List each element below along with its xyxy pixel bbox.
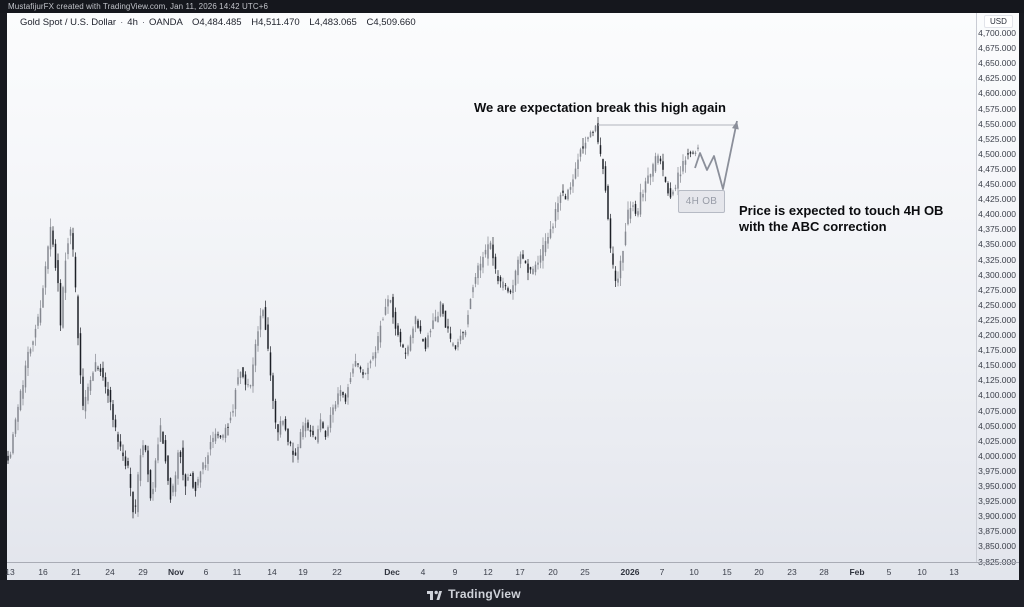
time-tick-label: 14 <box>267 567 277 577</box>
interval-label[interactable]: 4h <box>127 17 138 28</box>
price-tick-label: 4,575.000 <box>978 103 1016 114</box>
time-tick-label: Nov <box>167 567 185 577</box>
annotation-ob-line1: Price is expected to touch 4H OB <box>739 203 944 218</box>
time-tick-label: 13 <box>5 567 15 577</box>
time-tick-label: 20 <box>754 567 764 577</box>
time-axis[interactable]: 13 16 21 24 29 Nov 6 11 14 19 22 Dec 4 9 12 17 20 25 2026 7… <box>5 562 1019 581</box>
price-tick-label: 4,525.000 <box>978 133 1016 144</box>
price-tick-label: 4,325.000 <box>978 254 1016 265</box>
time-tick-label: Feb <box>849 567 865 577</box>
time-tick-label: 11 <box>232 567 242 577</box>
price-tick-label: 4,025.000 <box>978 435 1016 446</box>
price-tick-label: 4,600.000 <box>978 88 1016 99</box>
ohlc-close: C4,509.660 <box>366 17 416 28</box>
arrow-head <box>732 121 739 130</box>
candles <box>7 117 699 519</box>
price-tick-label: 4,675.000 <box>978 43 1016 54</box>
footer-bar: TradingView <box>0 580 1024 607</box>
ohlc-high: H4,511.470 <box>251 17 300 28</box>
candlestick-plot[interactable] <box>7 13 976 562</box>
legend-separator: · <box>141 17 146 28</box>
time-tick-label: 7 <box>659 567 665 577</box>
exchange-label: OANDA <box>149 17 183 28</box>
legend-separator: · <box>120 17 124 28</box>
price-tick-label: 3,950.000 <box>978 481 1016 491</box>
price-tick-label: 4,275.000 <box>978 284 1016 295</box>
time-tick-label: 12 <box>483 567 493 577</box>
chart-panel[interactable]: Gold Spot / U.S. Dollar · 4h · OANDA O4,484.… <box>5 13 1020 581</box>
price-tick-label: 4,650.000 <box>978 58 1016 69</box>
time-tick-label: 4 <box>420 567 426 577</box>
price-tick-label: 3,850.000 <box>978 541 1016 552</box>
price-tick-label: 4,100.000 <box>978 390 1016 401</box>
price-tick-label: 4,300.000 <box>978 269 1016 280</box>
price-tick-label: 4,000.000 <box>978 450 1016 461</box>
time-tick-label: 17 <box>515 567 525 577</box>
order-block-box[interactable]: 4H OB <box>678 190 725 213</box>
price-tick-label: 3,900.000 <box>978 511 1016 522</box>
tradingview-brand[interactable]: TradingView <box>427 587 521 601</box>
expected-path-arrow[interactable] <box>694 120 738 190</box>
tradingview-wordmark: TradingView <box>448 586 521 601</box>
currency-label: USD <box>984 15 1013 28</box>
time-tick-label: 5 <box>886 567 892 577</box>
time-tick-label: 23 <box>787 567 797 577</box>
time-tick-label: 10 <box>689 567 699 577</box>
time-tick-label: 24 <box>105 567 115 577</box>
price-tick-label: 3,875.000 <box>978 526 1016 537</box>
time-tick-label: 15 <box>722 567 732 577</box>
time-tick-label: 16 <box>38 567 48 577</box>
attribution-bar: MustafijurFX created with TradingView.co… <box>0 0 1024 13</box>
price-tick-label: 4,375.000 <box>978 224 1016 235</box>
price-tick-label: 3,975.000 <box>978 465 1016 476</box>
time-tick-label: 22 <box>332 567 342 577</box>
time-tick-label: 25 <box>580 567 590 577</box>
price-tick-label: 4,625.000 <box>978 73 1016 84</box>
time-tick-label: 20 <box>548 567 558 577</box>
time-tick-label: Dec <box>384 567 400 577</box>
time-tick-label: 10 <box>917 567 927 577</box>
price-tick-label: 4,250.000 <box>978 299 1016 310</box>
price-tick-label: 4,225.000 <box>978 314 1016 325</box>
price-tick-label: 4,200.000 <box>978 330 1016 340</box>
price-tick-label: 4,350.000 <box>978 239 1016 250</box>
annotation-ob-correction[interactable]: Price is expected to touch 4H OB with th… <box>739 203 943 235</box>
price-tick-label: 4,450.000 <box>978 179 1016 189</box>
chart-legend: Gold Spot / U.S. Dollar · 4h · OANDA O4,484.… <box>20 17 416 28</box>
time-tick-label: 13 <box>949 567 959 577</box>
attribution-text: MustafijurFX created with TradingView.co… <box>8 2 269 11</box>
time-tick-label: 19 <box>298 567 308 577</box>
time-tick-label: 6 <box>203 567 209 577</box>
time-tick-label: 21 <box>71 567 81 577</box>
price-tick-label: 4,425.000 <box>978 194 1016 205</box>
symbol-title[interactable]: Gold Spot / U.S. Dollar <box>20 17 117 28</box>
price-axis[interactable]: USD 4,700.000 4,675.000 4,650.000 4,625.000… <box>976 13 1020 567</box>
time-tick-label: 28 <box>819 567 829 577</box>
price-tick-label: 4,075.000 <box>978 405 1016 416</box>
ohlc-open: O4,484.485 <box>191 17 242 28</box>
time-tick-label: 9 <box>452 567 458 577</box>
price-tick-label: 4,475.000 <box>978 163 1016 174</box>
price-tick-label: 4,550.000 <box>978 118 1016 129</box>
tradingview-logo-icon <box>427 590 443 600</box>
annotation-ob-line2: with the ABC correction <box>739 219 887 234</box>
price-tick-label: 4,500.000 <box>978 148 1016 159</box>
price-tick-label: 4,050.000 <box>978 420 1016 431</box>
price-tick-label: 4,700.000 <box>978 28 1016 38</box>
time-tick-label: 29 <box>138 567 148 577</box>
price-tick-label: 3,825.000 <box>978 556 1016 567</box>
price-tick-label: 4,150.000 <box>978 360 1016 371</box>
annotation-break-high[interactable]: We are expectation break this high again <box>474 100 726 115</box>
price-tick-label: 4,400.000 <box>978 209 1016 220</box>
price-tick-label: 4,125.000 <box>978 375 1016 386</box>
price-tick-label: 4,175.000 <box>978 345 1016 356</box>
ohlc-low: L4,483.065 <box>309 17 357 28</box>
price-tick-label: 3,925.000 <box>978 496 1016 507</box>
time-tick-label: 2026 <box>620 567 640 577</box>
